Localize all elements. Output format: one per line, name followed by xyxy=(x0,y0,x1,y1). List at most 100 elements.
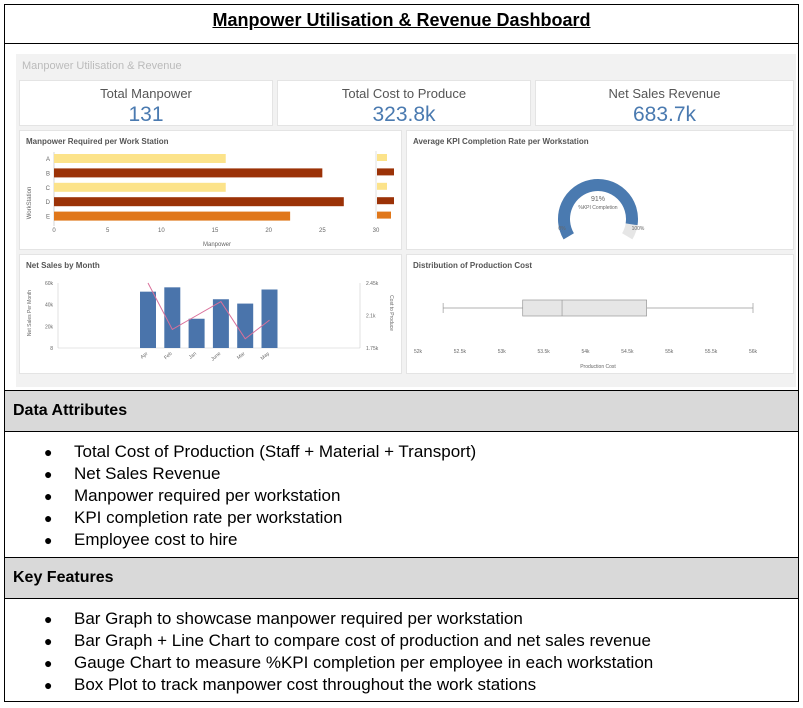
list-item: ● Box Plot to track manpower cost through… xyxy=(4,674,653,696)
x-tick-label: Mar xyxy=(236,351,247,361)
list-item-text: Total Cost of Production (Staff + Materi… xyxy=(74,442,477,461)
chart-title: Average KPI Completion Rate per Workstat… xyxy=(413,137,589,146)
x-tick-label: 54.5k xyxy=(621,349,634,355)
y2-axis-label: Cost to Produce xyxy=(388,295,394,331)
bar xyxy=(237,303,254,348)
preview-bar xyxy=(377,211,391,219)
x-tick-label: 55.5k xyxy=(705,349,718,355)
box xyxy=(522,299,647,317)
bar xyxy=(261,289,278,348)
gauge-max-label: 100% xyxy=(632,226,645,232)
bar xyxy=(212,299,229,348)
page-frame xyxy=(4,4,799,702)
bullet-icon: ● xyxy=(44,677,53,693)
x-tick-label: Jan xyxy=(188,351,198,361)
x-tick-label: 52.5k xyxy=(454,349,467,355)
kpi-label: Net Sales Revenue xyxy=(608,86,721,101)
key-features-heading: Key Features xyxy=(5,558,798,598)
y2-tick-label: 2.1k xyxy=(366,314,376,320)
y-tick-label: C xyxy=(46,186,51,192)
kpi-value: 131 xyxy=(128,103,164,126)
y-tick-label: E xyxy=(46,215,50,221)
x-tick-label: 52k xyxy=(414,349,423,355)
list-item-text: Box Plot to track manpower cost througho… xyxy=(74,675,537,694)
y2-tick-label: 2.45k xyxy=(366,281,379,287)
list-item-text: KPI completion rate per workstation xyxy=(74,508,343,527)
list-item: ● KPI completion rate per workstation xyxy=(4,507,476,529)
x-tick-label: 25 xyxy=(319,228,326,234)
kpi-label: Total Cost to Produce xyxy=(341,86,467,101)
kpi-card-net-sales[interactable]: Net Sales Revenue 683.7k xyxy=(535,80,794,126)
divider xyxy=(4,431,799,432)
divider xyxy=(4,390,799,391)
list-item: ● Bar Graph to showcase manpower required… xyxy=(4,608,653,630)
kpi-value: 683.7k xyxy=(632,103,697,126)
x-tick-label: May xyxy=(260,351,271,362)
y-tick-label: D xyxy=(46,200,51,206)
boxplot-panel[interactable]: Distribution of Production Cost Producti… xyxy=(406,254,794,374)
kpi-card-total-cost[interactable]: Total Cost to Produce 323.8k xyxy=(277,80,531,126)
bullet-icon: ● xyxy=(44,466,53,482)
bullet-icon: ● xyxy=(44,488,53,504)
bar xyxy=(140,291,156,348)
cost-line xyxy=(147,282,270,340)
y-tick-label: A xyxy=(46,157,50,163)
bar xyxy=(188,318,205,348)
page-title: Manpower Utilisation & Revenue Dashboard xyxy=(212,10,591,30)
x-tick-label: 20 xyxy=(265,228,272,234)
kpi-label: Total Manpower xyxy=(100,86,192,101)
dashboard-title: Manpower Utilisation & Revenue xyxy=(22,60,182,72)
list-item-text: Employee cost to hire xyxy=(74,530,238,549)
x-axis-label: Production Cost xyxy=(580,364,616,370)
net-sales-combo-chart: Net Sales Per Month Cost to Produce 60k 4… xyxy=(27,281,394,363)
bar xyxy=(164,287,181,348)
data-attributes-list: ● Total Cost of Production (Staff + Mater… xyxy=(4,441,476,551)
divider xyxy=(4,557,799,558)
y-axis-label: Net Sales Per Month xyxy=(27,290,33,336)
preview-bar xyxy=(377,168,394,176)
x-tick-label: 56k xyxy=(749,349,758,355)
bullet-icon: ● xyxy=(44,532,53,548)
gauge-fill xyxy=(558,179,638,240)
bullet-icon: ● xyxy=(44,633,53,649)
list-item-text: Net Sales Revenue xyxy=(74,464,221,483)
x-tick-label: 0 xyxy=(52,228,56,234)
list-item-text: Manpower required per workstation xyxy=(74,486,341,505)
key-features-list: ● Bar Graph to showcase manpower required… xyxy=(4,608,653,696)
x-tick-label: Feb xyxy=(163,351,174,361)
kpi-card-total-manpower[interactable]: Total Manpower 131 xyxy=(19,80,273,126)
divider xyxy=(4,43,799,44)
gauge-value: 91% xyxy=(591,196,605,203)
chart-title: Manpower Required per Work Station xyxy=(26,137,169,146)
x-tick-label: June xyxy=(210,351,222,363)
preview-bar xyxy=(377,154,387,161)
net-sales-chart-panel[interactable]: Net Sales by Month Net Sales Per Month C… xyxy=(19,254,402,374)
preview-bar xyxy=(377,182,387,190)
bar xyxy=(54,197,344,207)
y-tick-label: 20k xyxy=(45,324,54,330)
x-tick-label: Apr xyxy=(139,351,149,361)
kpi-gauge-panel[interactable]: Average KPI Completion Rate per Workstat… xyxy=(406,130,794,250)
x-tick-label: 10 xyxy=(158,228,165,234)
kpi-value: 323.8k xyxy=(372,103,436,126)
y-axis-label: WorkStation xyxy=(27,187,33,220)
bullet-icon: ● xyxy=(44,444,53,460)
y-tick-label: 60k xyxy=(45,281,54,287)
kpi-gauge: 91% %KPI Completion 0% 100% xyxy=(558,179,645,240)
x-tick-label: 5 xyxy=(106,228,110,234)
gauge-sub-label: %KPI Completion xyxy=(578,205,617,211)
x-tick-label: 55k xyxy=(665,349,674,355)
bar xyxy=(54,211,291,221)
chart-title: Net Sales by Month xyxy=(26,261,100,270)
manpower-bar-chart: WorkStation Manpower A B C D E 0 5 10 15 20 25 30 xyxy=(27,151,394,248)
bullet-icon: ● xyxy=(44,510,53,526)
list-item-text: Bar Graph to showcase manpower required … xyxy=(74,609,523,628)
list-item-text: Gauge Chart to measure %KPI completion p… xyxy=(74,653,654,672)
list-item: ● Employee cost to hire xyxy=(4,529,476,551)
x-tick-label: 54k xyxy=(581,349,590,355)
list-item: ● Manpower required per workstation xyxy=(4,485,476,507)
manpower-chart-panel[interactable]: Manpower Required per Work Station WorkS… xyxy=(19,130,402,250)
x-axis-label: Manpower xyxy=(203,242,231,248)
chart-title: Distribution of Production Cost xyxy=(413,261,533,270)
x-tick-label: 53k xyxy=(498,349,507,355)
